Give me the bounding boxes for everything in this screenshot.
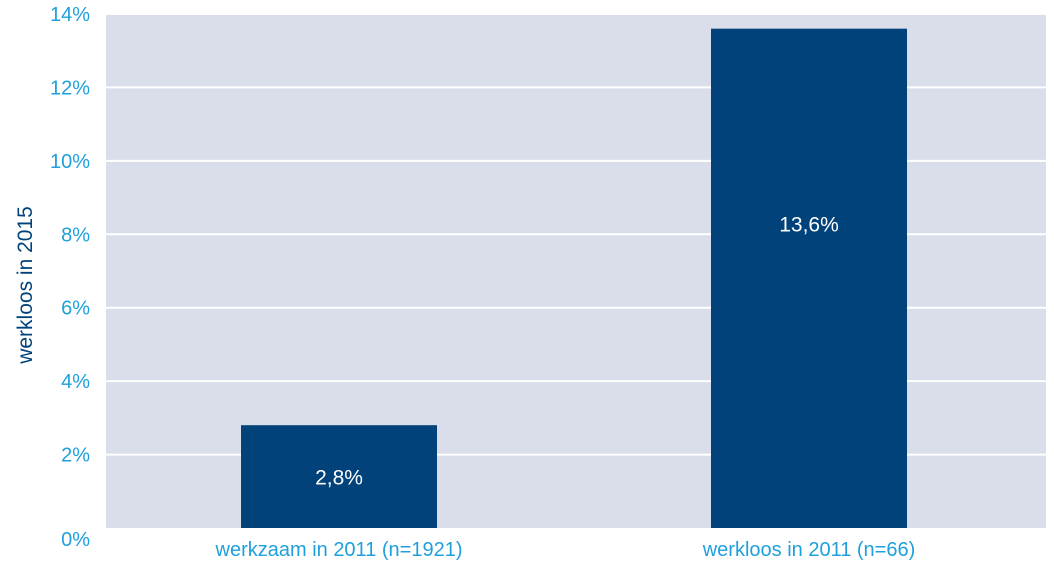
y-tick-label: 10% — [50, 151, 90, 173]
x-category-label: werkzaam in 2011 (n=1921) — [215, 539, 463, 561]
x-axis-categories: werkzaam in 2011 (n=1921) werkloos in 201… — [215, 539, 916, 561]
y-tick-label: 12% — [50, 77, 90, 99]
y-tick-label: 8% — [61, 224, 90, 246]
y-tick-label: 4% — [61, 371, 90, 393]
bar-data-label: 2,8% — [315, 467, 363, 490]
bars: 2,8% 13,6% — [241, 28, 907, 528]
y-axis-ticks: 0% 2% 4% 6% 8% 10% 12% 14% — [50, 4, 90, 551]
y-tick-label: 0% — [61, 529, 90, 551]
y-tick-label: 2% — [61, 445, 90, 467]
y-tick-label: 6% — [61, 298, 90, 320]
bar-data-label: 13,6% — [779, 213, 839, 236]
x-category-label: werkloos in 2011 (n=66) — [702, 539, 916, 561]
bar — [241, 425, 437, 528]
y-axis-label: werkloos in 2015 — [14, 206, 37, 365]
y-tick-label: 14% — [50, 4, 90, 26]
bar — [711, 28, 907, 528]
